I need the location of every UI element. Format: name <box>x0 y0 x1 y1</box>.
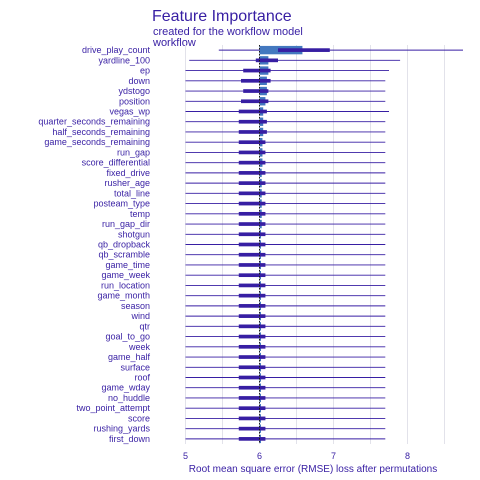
feature-label: game_half <box>108 352 151 362</box>
x-tick-labels: 5 6 7 8 <box>183 451 410 461</box>
feature-label: shotgun <box>118 229 150 239</box>
feature-label: yardline_100 <box>98 55 150 65</box>
boxplot-box <box>238 263 266 267</box>
boxplot-box <box>238 119 267 124</box>
feature-label: game_seconds_remaining <box>44 137 150 147</box>
boxplot-box <box>241 99 269 104</box>
boxplot-box <box>238 304 266 308</box>
boxplot-box <box>238 344 266 349</box>
chart-title: Feature Importance <box>152 8 292 25</box>
boxplot-box <box>238 150 266 155</box>
boxplot-box <box>238 232 266 237</box>
boxplot-box <box>238 437 266 441</box>
boxplot-box <box>238 283 266 288</box>
boxplot-box <box>238 375 266 380</box>
feature-label: half_seconds_remaining <box>52 127 150 137</box>
feature-label: score_differential <box>82 158 150 168</box>
boxplot-box <box>238 140 266 145</box>
boxplot-box <box>238 109 267 114</box>
feature-label: run_gap <box>117 147 150 157</box>
feature-label: vegas_wp <box>109 107 150 117</box>
feature-label: position <box>119 96 150 106</box>
boxplot-box <box>238 396 266 400</box>
feature-label: rusher_age <box>104 178 150 188</box>
feature-label: qb_dropback <box>98 240 151 250</box>
feature-label: roof <box>134 373 150 383</box>
feature-label: quarter_seconds_remaining <box>38 117 150 127</box>
feature-label: drive_play_count <box>82 45 151 55</box>
boxplot-box <box>238 222 266 226</box>
boxplot-box <box>255 58 278 63</box>
feature-labels: drive_play_countyardline_100epdownydstog… <box>38 45 150 444</box>
feature-label: no_huddle <box>108 393 150 403</box>
feature-label: fixed_drive <box>106 168 150 178</box>
x-tick-label: 5 <box>183 451 188 461</box>
whiskers <box>185 49 463 440</box>
feature-label: down <box>128 76 150 86</box>
feature-label: qb_scramble <box>98 250 150 260</box>
boxplot-box <box>241 78 271 83</box>
feature-label: run_location <box>101 280 150 290</box>
feature-label: ep <box>140 66 150 76</box>
boxplot-box <box>238 130 267 134</box>
feature-label: total_line <box>114 188 150 198</box>
feature-label: game_wday <box>101 383 150 393</box>
chart-subtitle: created for the workflow model <box>153 26 303 38</box>
boxplot-box <box>238 191 266 196</box>
boxplot-box <box>238 314 266 318</box>
boxplot-box <box>238 334 266 339</box>
feature-label: two_point_attempt <box>76 403 150 413</box>
boxplot-box <box>238 293 266 298</box>
feature-label: run_gap_dir <box>102 219 150 229</box>
boxplot-box <box>238 324 266 329</box>
feature-label: score <box>128 413 150 423</box>
boxplots <box>238 48 330 441</box>
feature-label: first_down <box>109 434 150 444</box>
feature-label: ydstogo <box>118 86 150 96</box>
feature-label: qtr <box>139 321 150 331</box>
feature-label: wind <box>130 311 150 321</box>
boxplot-box <box>238 171 266 175</box>
x-axis-label: Root mean square error (RMSE) loss after… <box>189 464 437 475</box>
feature-label: rushing_yards <box>93 424 150 434</box>
boxplot-box <box>243 89 269 93</box>
boxplot-box <box>238 181 266 185</box>
boxplot-box <box>238 273 266 278</box>
boxplot-box <box>238 355 266 359</box>
feature-label: week <box>128 342 151 352</box>
boxplot-box <box>238 211 266 216</box>
boxplot-box <box>238 385 266 390</box>
boxplot-box <box>238 426 266 431</box>
boxplot-box <box>238 406 266 411</box>
boxplot-box <box>238 201 266 206</box>
boxplot-box <box>243 68 271 73</box>
boxplot-box <box>238 365 266 370</box>
boxplot-box <box>238 416 266 421</box>
feature-label: temp <box>130 209 150 219</box>
boxplot-box <box>238 242 266 247</box>
feature-label: goal_to_go <box>105 332 150 342</box>
feature-label: game_time <box>105 260 150 270</box>
x-tick-label: 8 <box>405 451 410 461</box>
boxplot-box <box>278 48 330 52</box>
x-tick-label: 6 <box>257 451 262 461</box>
feature-label: season <box>121 301 150 311</box>
model-label: workflow <box>152 37 196 49</box>
feature-label: posteam_type <box>93 199 150 209</box>
feature-label: game_month <box>97 291 150 301</box>
feature-label: surface <box>120 362 150 372</box>
x-tick-label: 7 <box>331 451 336 461</box>
boxplot-box <box>238 160 266 165</box>
feature-label: game_week <box>101 270 150 280</box>
boxplot-box <box>238 252 266 257</box>
